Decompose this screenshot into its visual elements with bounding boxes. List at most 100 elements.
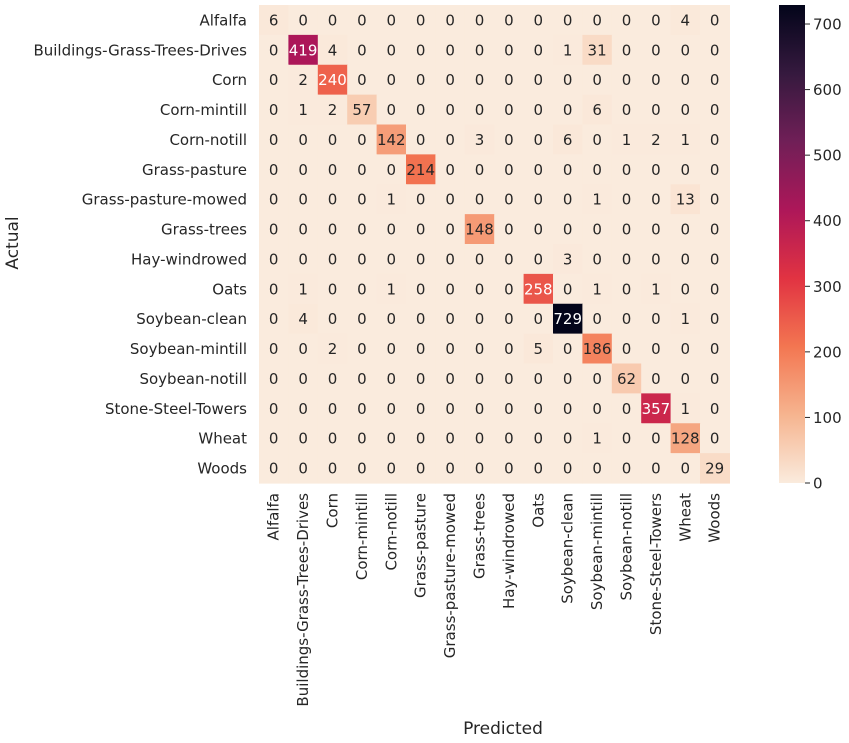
- heatmap-cell: [553, 124, 583, 155]
- cell-value: 0: [357, 250, 367, 268]
- cell-value: 6: [563, 131, 573, 149]
- heatmap-cell: [435, 94, 466, 126]
- heatmap-cell: [435, 244, 466, 275]
- cell-value: 0: [504, 71, 514, 89]
- heatmap-cell: [317, 244, 348, 275]
- cell-value: 0: [416, 340, 426, 358]
- cell-value: 0: [651, 221, 661, 239]
- heatmap-cell: [700, 184, 730, 215]
- cell-value: 0: [681, 460, 691, 478]
- heatmap-cell: [611, 333, 642, 365]
- cell-value: 0: [651, 340, 661, 358]
- heatmap-cell: [700, 64, 730, 96]
- heatmap-cell: [259, 5, 289, 36]
- heatmap-cell: [641, 244, 672, 275]
- cell-value: 0: [328, 460, 338, 478]
- cell-value: 0: [357, 191, 367, 209]
- cell-value: 0: [475, 161, 485, 179]
- heatmap-cell: [347, 244, 378, 275]
- x-tick-label: Stone-Steel-Towers: [647, 493, 665, 635]
- heatmap-cell: [464, 34, 495, 66]
- heatmap-cell: [376, 333, 407, 365]
- cell-value: 1: [592, 191, 602, 209]
- heatmap-cell: [376, 363, 407, 394]
- heatmap-cell: [347, 64, 378, 96]
- heatmap-cell: [582, 184, 613, 215]
- cell-value: 0: [269, 71, 279, 89]
- cell-value: 0: [416, 71, 426, 89]
- cell-value: 0: [681, 280, 691, 298]
- cell-value: 0: [710, 221, 720, 239]
- heatmap-cell: [464, 333, 495, 365]
- heatmap-cell: [376, 94, 407, 126]
- cell-value: 0: [328, 11, 338, 29]
- cell-value: 0: [622, 11, 632, 29]
- heatmap-cell: [670, 363, 701, 394]
- heatmap-cell: [288, 94, 319, 126]
- cell-value: 0: [269, 191, 279, 209]
- y-tick-label: Soybean-clean: [136, 310, 247, 328]
- cell-value: 0: [710, 400, 720, 418]
- heatmap-cell: [553, 94, 583, 126]
- cell-value: 0: [710, 340, 720, 358]
- heatmap-cell: [553, 34, 583, 66]
- cell-value: 0: [357, 11, 367, 29]
- heatmap-cell: [641, 363, 672, 394]
- cell-value: 0: [387, 250, 397, 268]
- cell-value: 3: [563, 250, 573, 268]
- heatmap-cell: [376, 214, 407, 245]
- x-axis-label: Predicted: [463, 719, 543, 739]
- heatmap-cell: [376, 453, 407, 484]
- heatmap-cell: [553, 5, 583, 36]
- heatmap-cell: [317, 5, 348, 36]
- heatmap-cell: [259, 333, 289, 365]
- heatmap-cell: [611, 214, 642, 245]
- y-tick-label: Soybean-mintill: [130, 340, 247, 358]
- heatmap-cell: [435, 363, 466, 394]
- cell-value: 0: [328, 191, 338, 209]
- y-axis-label: Actual: [3, 216, 23, 269]
- heatmap-cell: [406, 124, 436, 155]
- cell-value: 0: [651, 460, 661, 478]
- cell-value: 62: [617, 370, 636, 388]
- y-tick-label: Grass-pasture-mowed: [82, 191, 247, 209]
- heatmap-cell: [347, 303, 378, 335]
- cell-value: 0: [504, 460, 514, 478]
- cell-value: 0: [298, 161, 308, 179]
- cell-value: 0: [504, 221, 514, 239]
- x-tick-label: Grass-pasture-mowed: [441, 493, 459, 658]
- cell-value: 0: [416, 131, 426, 149]
- heatmap-cell: [553, 154, 583, 185]
- x-tick-label: Corn: [324, 493, 342, 528]
- cell-value: 0: [298, 400, 308, 418]
- cell-value: 0: [269, 340, 279, 358]
- y-tick-label: Grass-trees: [161, 221, 247, 239]
- cell-value: 2: [651, 131, 661, 149]
- heatmap-cell: [288, 453, 319, 484]
- heatmap-cell: [376, 244, 407, 275]
- cell-value: 0: [710, 370, 720, 388]
- heatmap-cell: [406, 393, 436, 424]
- cell-value: 0: [563, 101, 573, 119]
- heatmap-cell: [523, 154, 554, 185]
- heatmap-cell: [553, 273, 583, 305]
- cell-value: 0: [710, 430, 720, 448]
- heatmap-cell: [317, 423, 348, 454]
- cell-value: 0: [651, 161, 661, 179]
- cell-value: 0: [622, 250, 632, 268]
- heatmap-cell: [406, 184, 436, 215]
- heatmap-cell: [670, 64, 701, 96]
- cell-value: 0: [328, 430, 338, 448]
- heatmap-cell: [435, 303, 466, 335]
- cell-value: 0: [298, 191, 308, 209]
- heatmap-cell: [611, 64, 642, 96]
- cell-value: 0: [298, 430, 308, 448]
- cell-value: 0: [651, 41, 661, 59]
- cell-value: 1: [298, 101, 308, 119]
- cell-value: 1: [681, 400, 691, 418]
- heatmap-cell: [435, 453, 466, 484]
- cell-value: 0: [475, 71, 485, 89]
- heatmap-cell: [494, 273, 525, 305]
- heatmap-cell: [376, 184, 407, 215]
- cell-value: 0: [387, 41, 397, 59]
